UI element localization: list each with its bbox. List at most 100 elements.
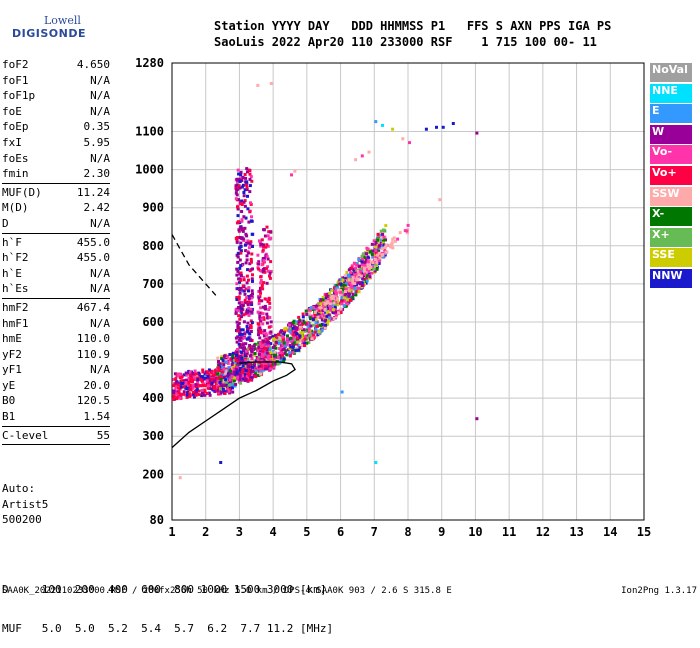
echo-point: [235, 351, 239, 355]
echo-point: [265, 351, 269, 355]
echo-point: [216, 372, 219, 376]
echo-point: [244, 312, 248, 316]
echo-point: [263, 297, 267, 301]
echo-point: [268, 367, 272, 371]
echo-point: [371, 261, 375, 265]
echo-point: [235, 267, 239, 271]
auto-version: 500200: [2, 513, 42, 527]
echo-point: [349, 284, 353, 288]
echo-point: [339, 307, 343, 311]
echo-point: [218, 380, 222, 384]
echo-point: [236, 326, 240, 330]
echo-point: [293, 169, 297, 173]
echo-point: [223, 376, 226, 379]
echo-point: [243, 298, 247, 302]
echo-point: [245, 351, 249, 355]
echo-point: [336, 303, 340, 307]
echo-point: [269, 325, 273, 328]
echo-point: [366, 260, 370, 264]
echo-point: [258, 289, 262, 293]
echo-point: [361, 269, 365, 273]
echo-point: [257, 345, 261, 349]
y-tick-label: 200: [142, 467, 164, 481]
echo-point: [382, 243, 386, 247]
echo-point: [240, 307, 244, 311]
echo-point: [259, 319, 263, 323]
x-tick-label: 12: [536, 525, 550, 539]
echo-point: [261, 287, 265, 291]
echo-point: [389, 245, 392, 249]
param-separator: [2, 444, 110, 446]
echo-point: [282, 333, 286, 336]
echo-point: [405, 229, 409, 233]
echo-point: [243, 188, 247, 192]
echo-point: [237, 198, 240, 202]
echo-point: [406, 223, 410, 227]
echo-point: [249, 296, 253, 300]
echo-point: [228, 378, 232, 382]
echo-point: [228, 353, 232, 356]
echo-point: [245, 274, 249, 278]
echo-point: [235, 329, 239, 333]
echo-point: [276, 362, 280, 366]
echo-point: [226, 354, 230, 358]
y-tick-label: 400: [142, 391, 164, 405]
echo-point: [175, 381, 178, 385]
echo-point: [240, 219, 244, 223]
muf-row: MUF 5.0 5.0 5.2 5.4 5.7 6.2 7.7 11.2 [MH…: [2, 622, 334, 635]
echo-point: [178, 396, 182, 400]
echo-point: [201, 393, 205, 397]
param-row: foF1 N/A: [2, 73, 110, 89]
echo-point: [338, 289, 342, 292]
echo-point: [251, 359, 255, 363]
echo-point: [396, 237, 400, 241]
echo-point: [318, 300, 322, 304]
echo-point: [263, 234, 267, 238]
echo-point: [221, 358, 225, 362]
echo-point: [360, 260, 364, 264]
echo-point: [352, 268, 356, 272]
echo-point: [361, 277, 365, 281]
echo-point: [246, 207, 250, 211]
echo-point: [333, 286, 336, 290]
echo-point: [282, 338, 286, 342]
echo-point: [235, 353, 238, 357]
echo-point: [353, 286, 357, 290]
echo-point: [238, 258, 242, 262]
echo-point: [381, 252, 385, 256]
echo-point: [238, 378, 242, 382]
echo-point: [236, 355, 240, 359]
echo-point: [207, 391, 211, 395]
echo-point: [263, 355, 267, 359]
echo-point: [281, 343, 285, 347]
echo-point: [242, 278, 246, 282]
legend-item: E: [650, 104, 692, 124]
echo-point: [261, 331, 265, 335]
echo-point: [282, 341, 286, 345]
echo-point: [241, 284, 245, 288]
echo-point: [278, 339, 282, 343]
echo-point: [259, 275, 263, 279]
echo-point: [325, 311, 329, 315]
footer-info: SAA0K_2022110233000.RSF / 280fx256h 50 k…: [2, 586, 452, 596]
echo-point: [326, 300, 330, 304]
x-tick-label: 6: [337, 525, 344, 539]
echo-point: [184, 371, 188, 375]
echo-point: [266, 340, 269, 344]
echo-point: [324, 311, 328, 315]
echo-point: [252, 364, 256, 368]
echo-point: [336, 297, 340, 301]
echo-point: [265, 281, 269, 285]
echo-point: [244, 369, 248, 372]
echo-point: [247, 377, 251, 381]
echo-point: [350, 264, 354, 268]
echo-point: [218, 378, 222, 382]
echo-point: [300, 336, 304, 340]
echo-point: [334, 313, 338, 317]
param-name: B1: [2, 410, 16, 424]
echo-point: [223, 389, 227, 393]
echo-point: [292, 342, 296, 346]
param-row: yE 20.0: [2, 378, 110, 394]
echo-point: [235, 296, 239, 299]
echo-point: [211, 373, 215, 377]
